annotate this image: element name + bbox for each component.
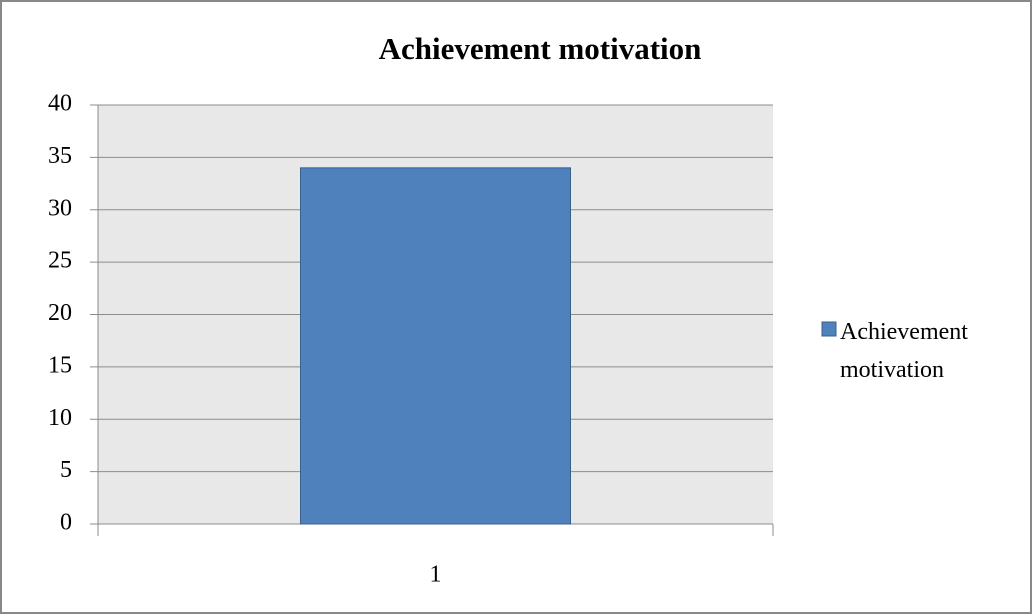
y-tick-label: 20 bbox=[48, 300, 72, 326]
y-tick-label: 5 bbox=[60, 457, 72, 483]
legend-swatch bbox=[821, 321, 837, 337]
y-tick-label: 0 bbox=[60, 510, 72, 536]
legend-label: Achievement motivation bbox=[840, 319, 968, 383]
y-tick-label: 10 bbox=[48, 405, 72, 431]
y-tick-label: 35 bbox=[48, 143, 72, 169]
chart-title: Achievement motivation bbox=[379, 31, 702, 66]
y-tick-label: 40 bbox=[48, 91, 72, 117]
y-tick-label: 15 bbox=[48, 352, 72, 378]
y-tick-label: 25 bbox=[48, 248, 72, 274]
x-tick-label: 1 bbox=[430, 562, 442, 588]
y-tick-label: 30 bbox=[48, 195, 72, 221]
bar bbox=[300, 167, 571, 525]
